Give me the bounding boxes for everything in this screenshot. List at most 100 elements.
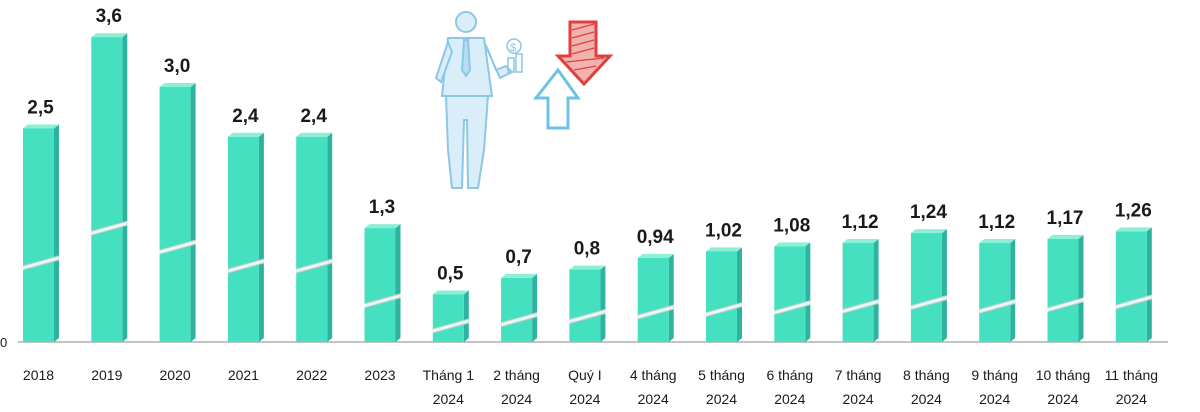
bar-top: [979, 239, 1016, 244]
bar-value-label: 1,12: [978, 212, 1015, 233]
bar-front: [842, 243, 874, 342]
bar: 1,26 11 tháng 2024: [1105, 200, 1158, 407]
axis-break-line: [159, 243, 196, 255]
axis-break-stripe: [910, 295, 947, 310]
bar: 1,3 2023: [364, 197, 401, 383]
category-label: 6 tháng: [766, 367, 813, 383]
bar-side: [1078, 234, 1084, 342]
bar-top: [296, 132, 333, 137]
bar-top: [774, 242, 811, 247]
bar: 0,7 2 tháng 2024: [493, 247, 540, 407]
bar-front: [159, 87, 191, 342]
bar-front: [91, 37, 123, 342]
bar-side: [1010, 239, 1016, 342]
axis-break-line: [569, 309, 606, 320]
bar-value-label: 1,24: [910, 202, 947, 223]
left-arm: [434, 39, 454, 84]
bar-value-label: 1,12: [842, 212, 879, 233]
businessman-figure: [434, 11, 514, 189]
bar-top: [159, 83, 196, 87]
bar-front: [432, 294, 464, 342]
bar-side: [258, 132, 264, 342]
axis-break-line: [159, 239, 196, 251]
axis-break-stripe: [364, 293, 401, 308]
bar: 1,17 10 tháng 2024: [1036, 208, 1091, 407]
category-label: 5 tháng: [698, 367, 745, 383]
bar-top: [842, 239, 879, 244]
bar-top: [91, 33, 128, 38]
bar-value-label: 3,0: [164, 56, 190, 77]
category-label: 2024: [638, 391, 669, 407]
bar-side: [1146, 227, 1152, 342]
category-label: 9 tháng: [971, 367, 1018, 383]
bar-value-label: 0,7: [505, 247, 531, 268]
category-label: 2024: [433, 391, 464, 407]
bar-top: [1115, 227, 1152, 232]
bar-side: [463, 290, 469, 342]
bar-side: [941, 229, 947, 342]
axis-break-line: [979, 302, 1016, 314]
axis-break-line: [296, 262, 333, 274]
axis-break-line: [774, 300, 811, 312]
axis-break-line: [22, 259, 60, 271]
axis-break-stripe: [569, 309, 606, 324]
businessman-illustration: $: [434, 11, 614, 189]
category-label: 2024: [979, 391, 1010, 407]
axis-break-stripe: [432, 318, 469, 333]
bar-value-label: 1,26: [1115, 200, 1152, 221]
bar: 0,94 4 tháng 2024: [630, 227, 677, 407]
axis-break-line: [910, 295, 948, 307]
bar-top: [23, 124, 59, 129]
category-label: 2022: [296, 367, 327, 383]
bar-top: [1047, 234, 1084, 239]
axis-break-line: [227, 262, 265, 274]
axis-break-stripe: [227, 259, 264, 274]
axis-break-line: [432, 318, 469, 330]
category-label: 7 tháng: [835, 367, 882, 383]
category-label: Tháng 1: [423, 367, 475, 383]
bar-top: [569, 265, 606, 270]
axis-break-stripe: [774, 300, 811, 315]
axis-break-line: [637, 308, 674, 320]
bar-side: [532, 273, 538, 342]
bar: 1,24 8 tháng 2024: [903, 202, 950, 407]
axis-break-stripe: [706, 302, 742, 317]
bar-front: [637, 257, 669, 342]
bar-side: [737, 247, 742, 342]
bar-side: [327, 132, 333, 342]
head: [455, 11, 477, 33]
bar-value-label: 1,08: [773, 215, 810, 236]
category-label: 4 tháng: [630, 367, 677, 383]
axis-break-line: [705, 306, 743, 318]
axis-break-line: [364, 297, 401, 309]
svg-text:$: $: [510, 42, 516, 54]
axis-break-stripe: [159, 240, 196, 255]
bar-front: [296, 136, 328, 342]
bar-side: [54, 124, 59, 342]
bar-value-label: 0,94: [637, 227, 674, 248]
axis-break-stripe: [23, 255, 59, 270]
bar-top: [910, 229, 947, 234]
bar-side: [668, 253, 674, 342]
category-label: 2 tháng: [493, 367, 540, 383]
axis-break-line: [910, 299, 948, 311]
axis-break-line: [774, 304, 811, 316]
category-label: 2024: [1047, 391, 1078, 407]
category-label: 8 tháng: [903, 367, 950, 383]
axis-break-line: [296, 258, 333, 270]
bar-front: [364, 228, 396, 342]
axis-break-line: [1115, 294, 1152, 306]
category-label: 2018: [23, 367, 54, 383]
bar-front: [979, 243, 1011, 342]
axis-break-line: [364, 293, 401, 305]
bar-value-label: 2,5: [27, 98, 54, 119]
bar-top: [227, 132, 264, 137]
axis-break-line: [91, 224, 128, 236]
axis-break-line: [500, 312, 538, 324]
bar-top: [364, 224, 401, 229]
bar: 0,8 Quý I 2024: [568, 239, 606, 407]
bar: 3,6 2019: [91, 6, 128, 383]
axis-break-line: [842, 298, 879, 310]
axis-break-line: [569, 313, 606, 324]
category-label: 2024: [569, 391, 600, 407]
